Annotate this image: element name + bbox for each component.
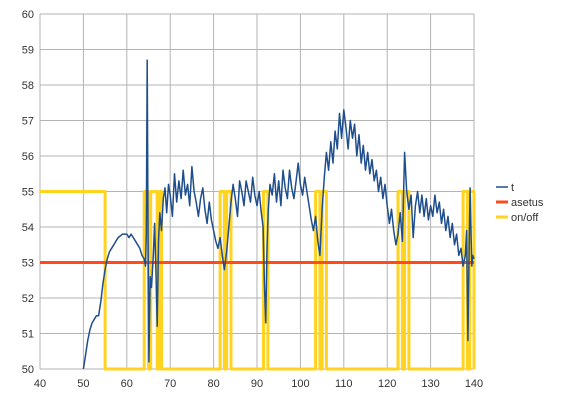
x-tick-label: 100 — [291, 378, 309, 390]
x-tick-label: 120 — [378, 378, 396, 390]
x-tick-label: 40 — [34, 378, 46, 390]
legend-label: on/off — [511, 212, 539, 224]
x-tick-label: 80 — [207, 378, 219, 390]
x-tick-label: 130 — [421, 378, 439, 390]
legend: t asetus on/off — [496, 182, 544, 224]
y-tick-label: 50 — [22, 364, 34, 376]
y-tick-label: 57 — [22, 116, 34, 128]
y-tick-label: 53 — [22, 258, 34, 270]
x-axis-ticks: 40 50 60 70 80 90 100 110 120 130 140 — [34, 378, 483, 390]
y-tick-label: 56 — [22, 151, 34, 163]
series-line-on-off — [40, 190, 476, 371]
legend-label: t — [511, 182, 514, 194]
x-tick-label: 60 — [121, 378, 133, 390]
y-tick-label: 59 — [22, 45, 34, 57]
y-tick-label: 54 — [22, 222, 34, 234]
x-tick-label: 70 — [164, 378, 176, 390]
x-tick-label: 110 — [335, 378, 353, 390]
y-tick-label: 60 — [22, 9, 34, 21]
series-line-t — [82, 59, 475, 370]
legend-label: asetus — [511, 197, 544, 209]
y-tick-label: 55 — [22, 187, 34, 199]
y-tick-label: 52 — [22, 293, 34, 305]
x-tick-label: 90 — [251, 378, 263, 390]
y-tick-label: 51 — [22, 329, 34, 341]
y-tick-label: 58 — [22, 80, 34, 92]
series-lines — [40, 59, 476, 371]
x-tick-label: 140 — [465, 378, 483, 390]
x-tick-label: 50 — [77, 378, 89, 390]
y-axis-ticks: 50 51 52 53 54 55 56 57 58 59 60 — [22, 9, 34, 376]
